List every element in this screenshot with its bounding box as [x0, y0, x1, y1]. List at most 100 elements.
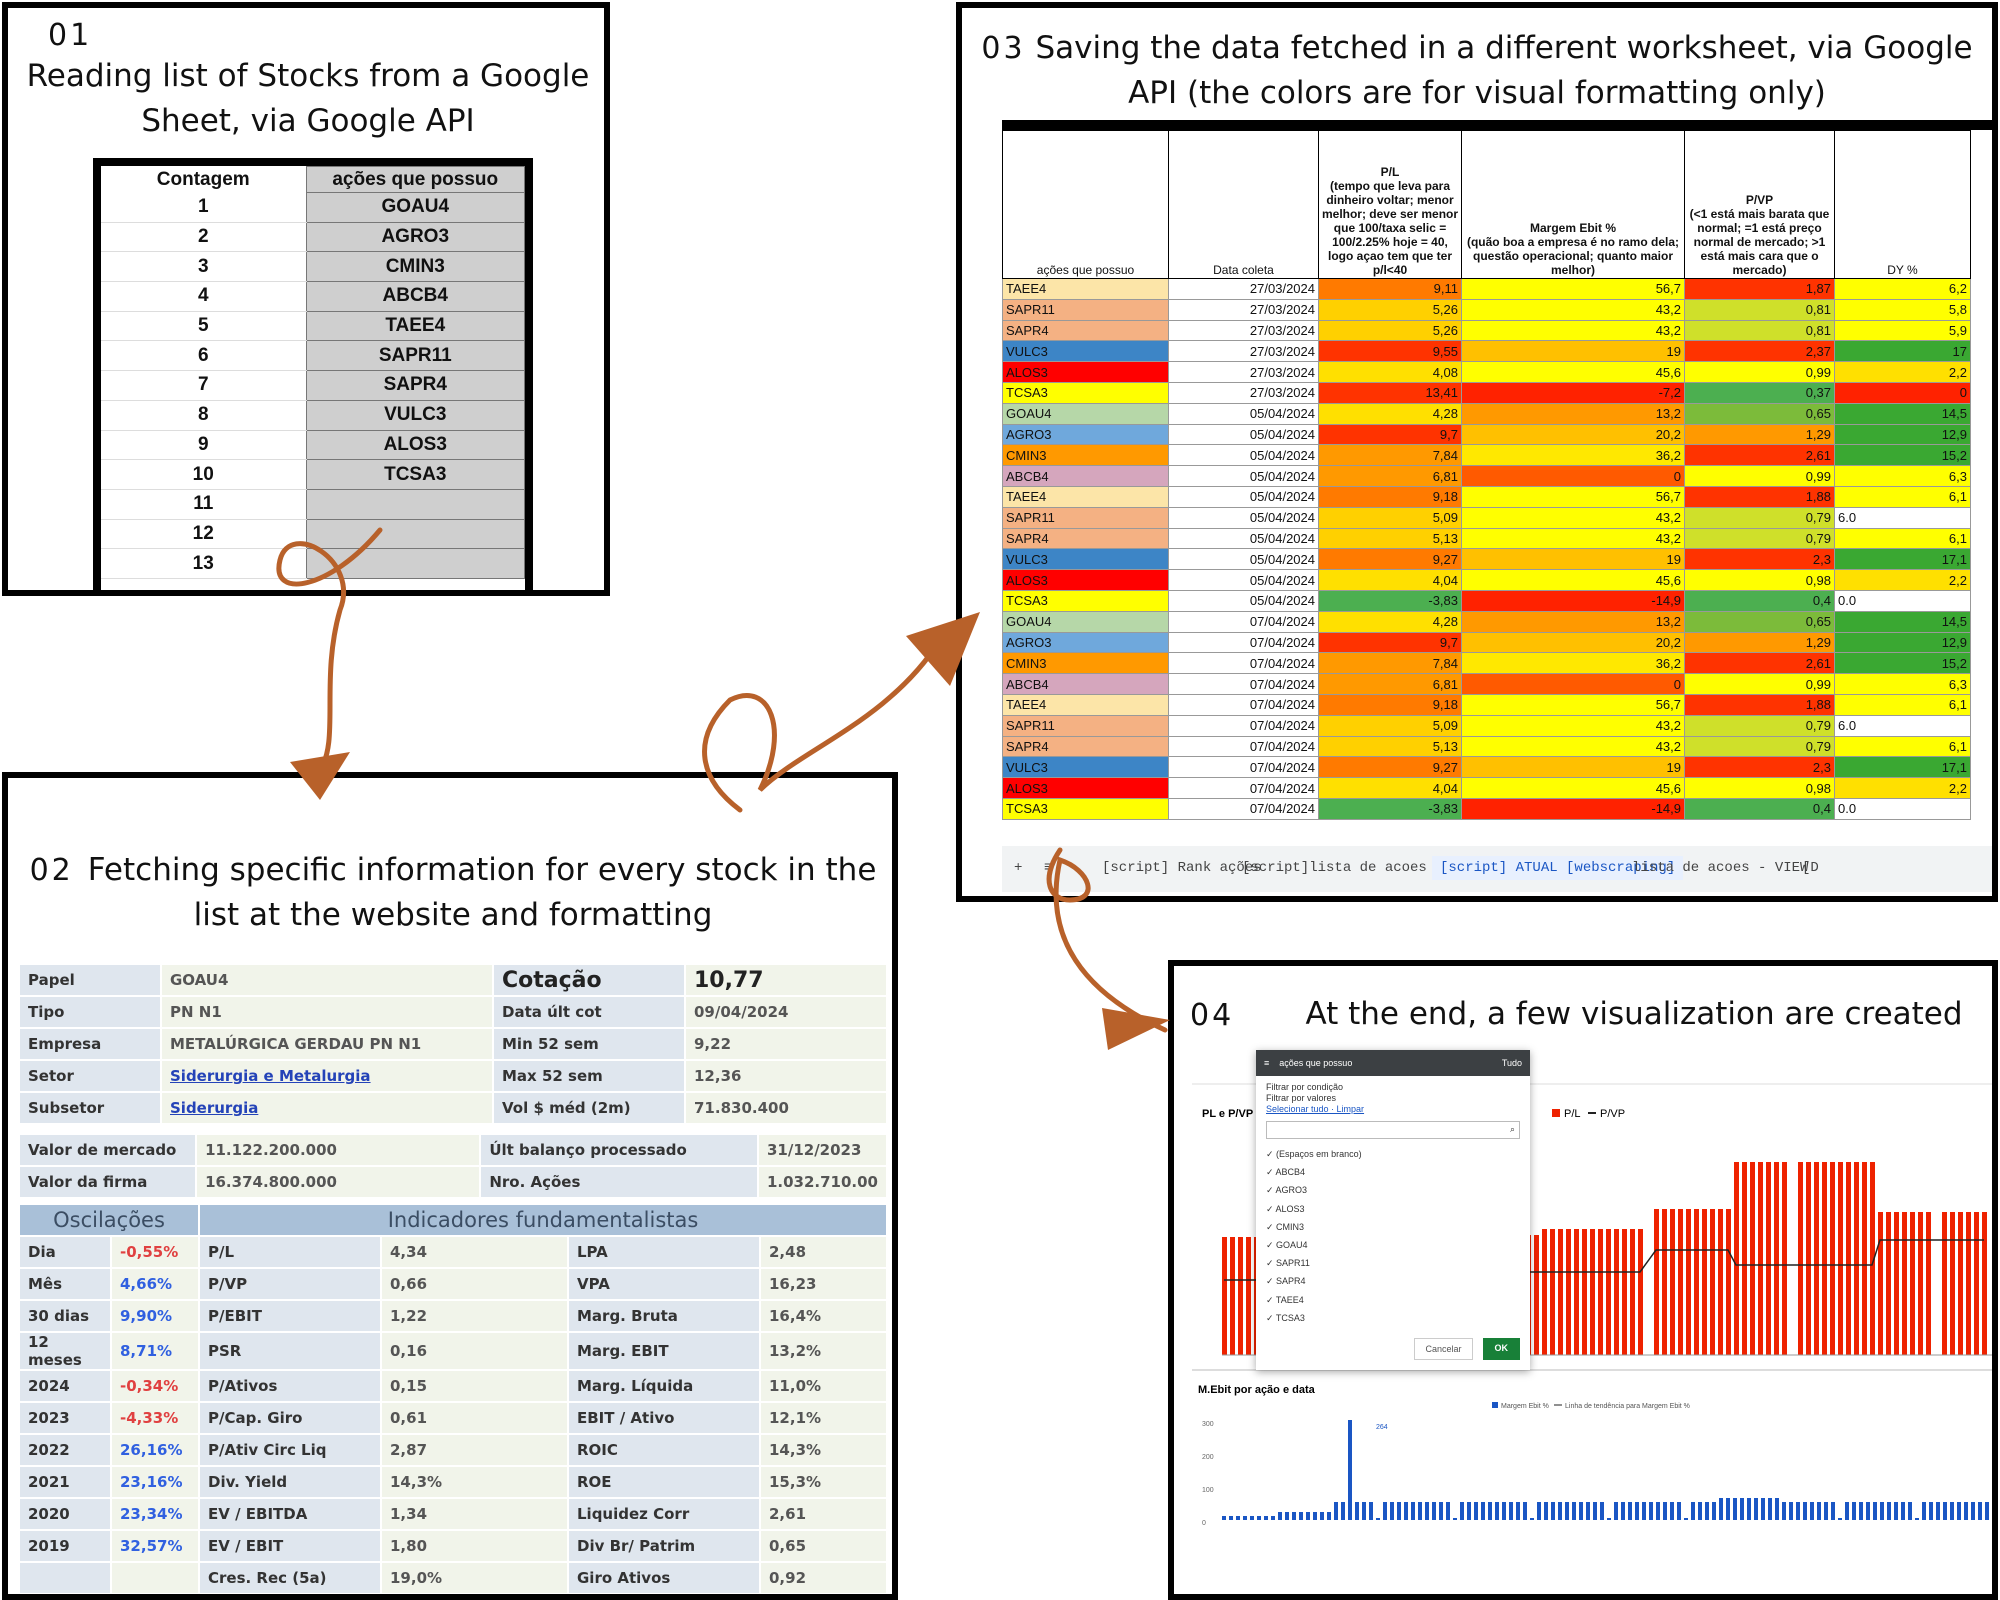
sheet-value-cell[interactable]: 15,2 [1834, 444, 1971, 467]
sheet-value-cell[interactable]: 2,3 [1684, 548, 1835, 571]
filter-value-option[interactable]: ✓ SAPR4 [1266, 1276, 1306, 1287]
sheet-value-cell[interactable]: 13,2 [1461, 610, 1685, 633]
stock-cell[interactable]: TCSA3 [305, 459, 525, 490]
sheet-value-cell[interactable]: 15,2 [1834, 652, 1971, 675]
sheet-value-cell[interactable]: 5,13 [1318, 735, 1462, 758]
sheet-value-cell[interactable]: 9,7 [1318, 423, 1462, 446]
sheet-value-cell[interactable]: 0,99 [1684, 673, 1835, 695]
sheet-stock-cell[interactable]: GOAU4 [1002, 402, 1169, 425]
sheet-value-cell[interactable]: 6,81 [1318, 465, 1462, 487]
sheet-value-cell[interactable]: 0,81 [1684, 298, 1835, 321]
sheet-value-cell[interactable]: 5,09 [1318, 714, 1462, 737]
sheet-value-cell[interactable]: 1,29 [1684, 423, 1835, 446]
sheet-value-cell[interactable]: 07/04/2024 [1168, 735, 1319, 758]
sheet-stock-cell[interactable]: TAEE4 [1002, 485, 1169, 508]
sheet-value-cell[interactable]: 0,65 [1684, 610, 1835, 633]
sheet-value-cell[interactable]: 2,2 [1834, 361, 1971, 383]
sheet-value-cell[interactable]: 05/04/2024 [1168, 548, 1319, 571]
sheet-value-cell[interactable]: 0,79 [1684, 506, 1835, 529]
filter-by-values[interactable]: Filtrar por valores [1266, 1093, 1337, 1103]
select-all-clear-links[interactable]: Selecionar tudo · Limpar [1266, 1104, 1365, 1114]
sheet-value-cell[interactable]: 07/04/2024 [1168, 797, 1319, 820]
sheet-stock-cell[interactable]: SAPR11 [1002, 506, 1169, 529]
sheet-stock-cell[interactable]: CMIN3 [1002, 652, 1169, 675]
sheet-value-cell[interactable]: 36,2 [1461, 652, 1685, 675]
sheet-value-cell[interactable]: 5,8 [1834, 298, 1971, 321]
sheet-value-cell[interactable]: 5,09 [1318, 506, 1462, 529]
sheet-value-cell[interactable]: -7,2 [1461, 381, 1685, 404]
stock-cell[interactable]: SAPR11 [305, 340, 525, 372]
sheet-tab[interactable]: [script] Rank ações [1102, 860, 1262, 876]
sheet-value-cell[interactable]: 2,2 [1834, 569, 1971, 591]
sheet-stock-cell[interactable]: ALOS3 [1002, 569, 1169, 591]
sheet-value-cell[interactable]: 0,98 [1684, 777, 1835, 799]
sheet-stock-cell[interactable]: VULC3 [1002, 548, 1169, 571]
sheet-value-cell[interactable]: 20,2 [1461, 423, 1685, 446]
all-sheets-button[interactable]: ≡ [1044, 860, 1053, 876]
filter-value-option[interactable]: ✓ ALOS3 [1266, 1203, 1305, 1214]
sheet-value-cell[interactable]: 19 [1461, 340, 1685, 363]
sheet-value-cell[interactable]: 5,13 [1318, 527, 1462, 550]
filter-value-option[interactable]: ✓ (Espaços em branco) [1266, 1149, 1362, 1159]
sheet-value-cell[interactable]: 05/04/2024 [1168, 402, 1319, 425]
sheet-stock-cell[interactable]: SAPR4 [1002, 319, 1169, 342]
sheet-stock-cell[interactable]: VULC3 [1002, 756, 1169, 779]
filter-value-option[interactable]: ✓ SAPR11 [1266, 1258, 1310, 1269]
sheet-value-cell[interactable]: 05/04/2024 [1168, 506, 1319, 529]
stock-cell[interactable] [305, 518, 525, 550]
sheet-value-cell[interactable]: 07/04/2024 [1168, 631, 1319, 654]
sheet-value-cell[interactable]: 56,7 [1461, 485, 1685, 508]
sheet-value-cell[interactable]: 45,6 [1461, 777, 1685, 799]
sheet-stock-cell[interactable]: VULC3 [1002, 340, 1169, 363]
sheet-value-cell[interactable]: 27/03/2024 [1168, 319, 1319, 342]
sheet-value-cell[interactable]: 0,79 [1684, 714, 1835, 737]
sheet-value-cell[interactable]: 6,3 [1834, 673, 1971, 695]
sheet-stock-cell[interactable]: TCSA3 [1002, 797, 1169, 820]
sheet-value-cell[interactable]: 13,2 [1461, 402, 1685, 425]
sheet-value-cell[interactable]: 45,6 [1461, 361, 1685, 383]
sheet-value-cell[interactable]: 6,1 [1834, 485, 1971, 508]
sheet-value-cell[interactable]: 0,98 [1684, 569, 1835, 591]
sheet-value-cell[interactable]: 43,2 [1461, 319, 1685, 342]
sheet-stock-cell[interactable]: TCSA3 [1002, 381, 1169, 404]
sheet-stock-cell[interactable]: SAPR4 [1002, 527, 1169, 550]
sheet-value-cell[interactable]: 0,81 [1684, 319, 1835, 342]
sheet-value-cell[interactable]: 56,7 [1461, 278, 1685, 300]
sheet-value-cell[interactable]: 45,6 [1461, 569, 1685, 591]
sheet-tab[interactable]: [script]lista de acoes ATUAL [1242, 860, 1478, 876]
sheet-value-cell[interactable]: 0,99 [1684, 361, 1835, 383]
filter-dropdown[interactable]: ≡ ações que possuo Tudo Filtrar por cond… [1256, 1050, 1530, 1370]
sheet-value-cell[interactable]: 19 [1461, 548, 1685, 571]
sheet-stock-cell[interactable]: TAEE4 [1002, 693, 1169, 716]
sheet-stock-cell[interactable]: SAPR4 [1002, 735, 1169, 758]
sheet-stock-cell[interactable]: ABCB4 [1002, 465, 1169, 487]
stock-cell[interactable]: GOAU4 [305, 192, 525, 223]
sheet-stock-cell[interactable]: SAPR11 [1002, 714, 1169, 737]
add-sheet-button[interactable]: + [1014, 860, 1023, 876]
sheet-value-cell[interactable]: 6,1 [1834, 735, 1971, 758]
sheet-stock-cell[interactable]: GOAU4 [1002, 610, 1169, 633]
sheet-value-cell[interactable]: 27/03/2024 [1168, 381, 1319, 404]
sheet-value-cell[interactable]: 0,99 [1684, 465, 1835, 487]
sheet-value-cell[interactable]: 0 [1461, 465, 1685, 487]
sheet-stock-cell[interactable]: ABCB4 [1002, 673, 1169, 695]
sheet-value-cell[interactable]: 20,2 [1461, 631, 1685, 654]
stock-cell[interactable] [305, 548, 525, 579]
sheet-value-cell[interactable]: 43,2 [1461, 735, 1685, 758]
sheet-value-cell[interactable]: 0,4 [1684, 797, 1835, 820]
sheet-value-cell[interactable]: 9,27 [1318, 756, 1462, 779]
sheet-value-cell[interactable]: 27/03/2024 [1168, 278, 1319, 300]
sheet-value-cell[interactable]: 1,88 [1684, 693, 1835, 716]
sheet-value-cell[interactable]: 05/04/2024 [1168, 589, 1319, 612]
sheet-value-cell[interactable]: 0,79 [1684, 527, 1835, 550]
sheet-value-cell[interactable]: 27/03/2024 [1168, 298, 1319, 321]
sheet-tab[interactable]: [script] ATUAL [webscraping] [1432, 856, 1684, 880]
sheet-value-cell[interactable]: 9,55 [1318, 340, 1462, 363]
stock-cell[interactable]: ALOS3 [305, 429, 525, 461]
sheet-value-cell[interactable]: 07/04/2024 [1168, 673, 1319, 695]
sheet-stock-cell[interactable]: TAEE4 [1002, 278, 1169, 300]
sheet-value-cell[interactable]: 12,9 [1834, 631, 1971, 654]
sheet-stock-cell[interactable]: TCSA3 [1002, 589, 1169, 612]
info-value[interactable]: Siderurgia e Metalurgia [162, 1061, 492, 1091]
sheet-value-cell[interactable]: -14,9 [1461, 797, 1685, 820]
